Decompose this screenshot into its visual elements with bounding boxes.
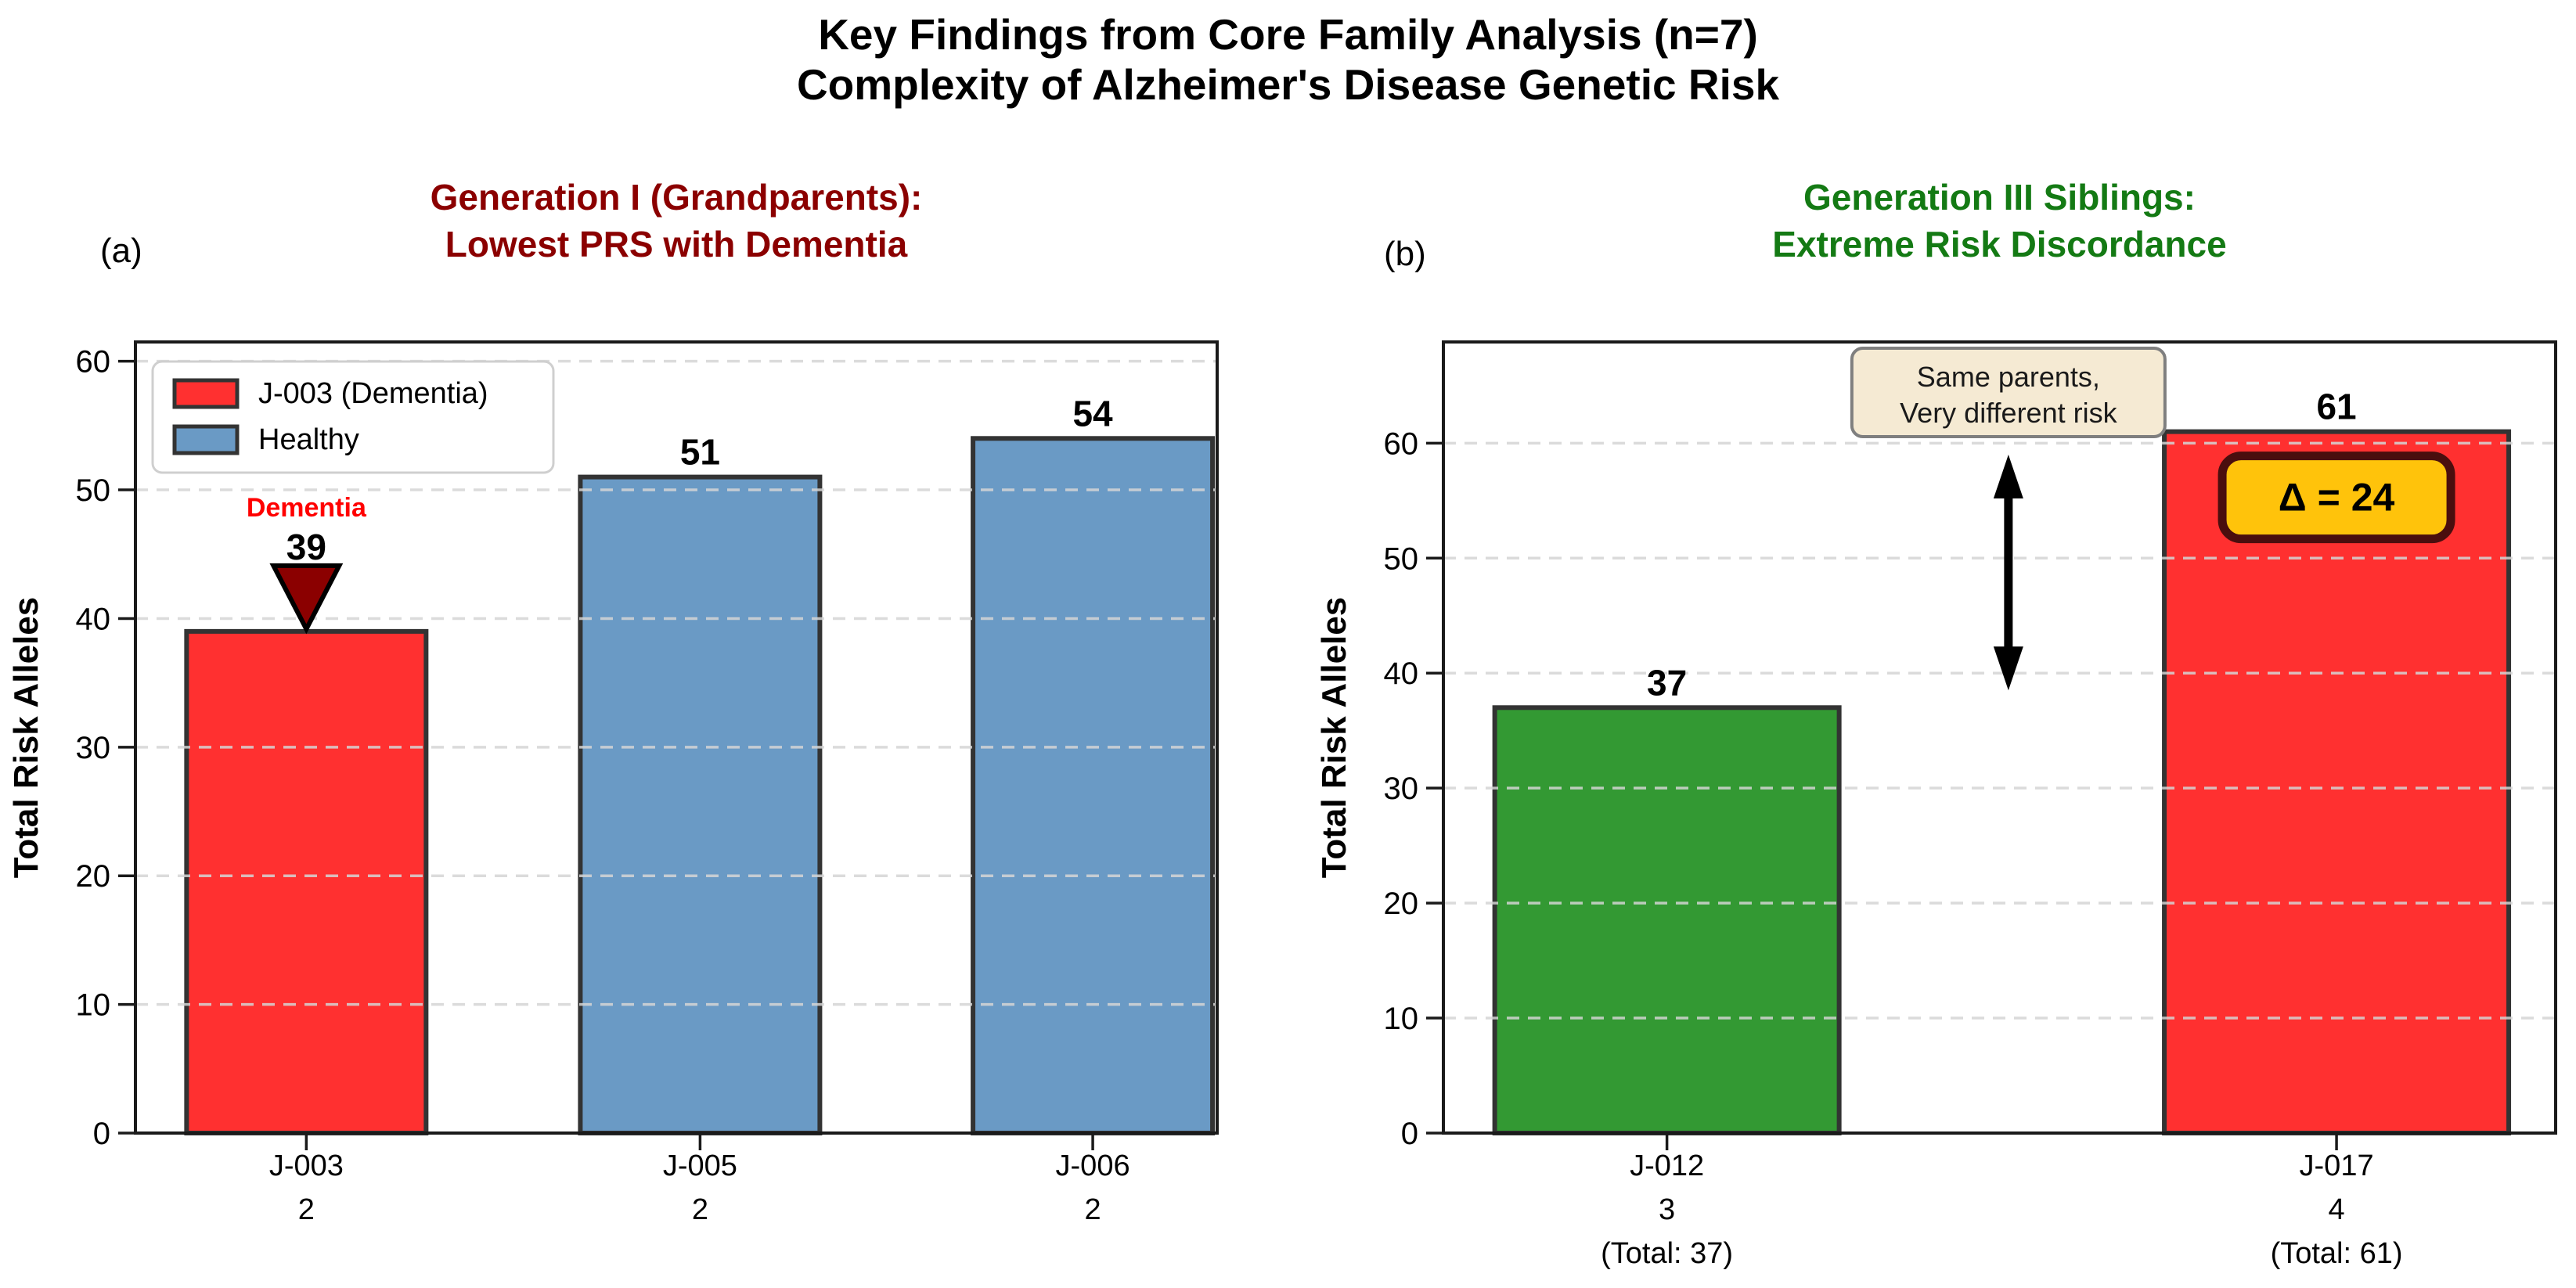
chart-panel-0: 0 10 20 30 40 50 60 J-003 2 J-005 2 J-006 2 Total Ris…	[7, 340, 1219, 1226]
subplot-title-b: Generation III Siblings: Extreme Risk Di…	[1443, 174, 2556, 268]
delta-box-text: Δ = 24	[2279, 476, 2395, 520]
bar-value-label-J-017: 61	[2316, 387, 2356, 427]
y-tick-label-60: 60	[76, 345, 111, 380]
x-tick-label-J-017-line0: J-017	[2300, 1149, 2374, 1182]
panel-label-a: (a)	[100, 232, 142, 270]
bar-J-012	[1492, 705, 1842, 1135]
bar-J-005	[578, 474, 823, 1135]
y-tick-label-30: 30	[1384, 772, 1419, 806]
x-tick-label-J-012-line2: (Total: 37)	[1601, 1237, 1733, 1270]
y-tick-label-30: 30	[76, 731, 111, 765]
x-tick-label-J-012-line0: J-012	[1630, 1149, 1704, 1182]
double-arrow-head-down-icon	[1993, 646, 2023, 691]
callout-box	[1850, 347, 2167, 438]
legend-label-1: Healthy	[258, 423, 359, 456]
figure-title: Key Findings from Core Family Analysis (…	[0, 9, 2576, 110]
bar-value-label-J-006: 54	[1072, 393, 1113, 434]
legend-swatch-1	[172, 424, 240, 455]
x-tick-label-J-005-line0: J-005	[663, 1149, 737, 1182]
legend-box	[151, 360, 555, 474]
dementia-arrow-down-icon	[269, 563, 344, 635]
bar-value-label-J-003: 39	[286, 527, 326, 567]
x-tick-label-J-006-line0: J-006	[1056, 1149, 1130, 1182]
subplot-title-b-line1: Generation III Siblings:	[1803, 177, 2196, 218]
y-tick-label-20: 20	[1384, 887, 1419, 921]
figure-title-line2: Complexity of Alzheimer's Disease Geneti…	[796, 60, 1780, 109]
y-axis-label: Total Risk Alleles	[1315, 597, 1353, 878]
legend-label-0: J-003 (Dementia)	[258, 377, 488, 410]
y-tick-label-20: 20	[76, 859, 111, 894]
subplot-title-a-line1: Generation I (Grandparents):	[430, 177, 923, 218]
y-tick-label-0: 0	[93, 1117, 110, 1151]
x-tick-label-J-017-line2: (Total: 61)	[2271, 1237, 2403, 1270]
panel-label-b: (b)	[1384, 235, 1426, 273]
delta-box	[2218, 452, 2455, 544]
x-tick-label-J-003-line1: 2	[298, 1193, 315, 1226]
y-tick-label-40: 40	[1384, 657, 1419, 691]
y-tick-label-10: 10	[1384, 1002, 1419, 1036]
callout-line-0: Same parents,	[1917, 361, 2100, 393]
legend-swatch-0	[172, 378, 240, 409]
y-tick-label-50: 50	[1384, 541, 1419, 576]
y-tick-label-40: 40	[76, 602, 111, 636]
x-tick-label-J-017-line1: 4	[2328, 1193, 2344, 1226]
y-tick-label-50: 50	[76, 473, 111, 508]
chart-panel-1: 0 10 20 30 40 50 60 J-012 3 (Total: 37) J-017 4 (Tot…	[1315, 340, 2557, 1270]
bar-J-017	[2162, 429, 2512, 1135]
axes-frame	[1442, 340, 2557, 1135]
double-arrow-head-up-icon	[1993, 455, 2023, 499]
y-tick-label-60: 60	[1384, 426, 1419, 461]
dementia-annotation-text: Dementia	[247, 493, 367, 523]
bar-J-006	[971, 436, 1216, 1135]
y-axis-label: Total Risk Alleles	[7, 597, 45, 878]
x-tick-label-J-005-line1: 2	[692, 1193, 708, 1226]
subplot-title-a-line2: Lowest PRS with Dementia	[445, 224, 908, 264]
bar-J-003	[184, 628, 429, 1135]
x-tick-label-J-012-line1: 3	[1659, 1193, 1675, 1226]
subplot-title-b-line2: Extreme Risk Discordance	[1772, 224, 2227, 264]
callout-line-1: Very different risk	[1900, 397, 2117, 429]
x-tick-label-J-006-line1: 2	[1084, 1193, 1101, 1226]
figure-title-line1: Key Findings from Core Family Analysis (…	[818, 10, 1758, 59]
bar-value-label-J-012: 37	[1647, 662, 1687, 703]
y-tick-label-10: 10	[76, 988, 111, 1023]
bar-value-label-J-005: 51	[680, 432, 720, 473]
axes-frame	[134, 340, 1219, 1135]
subplot-title-a: Generation I (Grandparents): Lowest PRS …	[135, 174, 1217, 268]
x-tick-label-J-003-line0: J-003	[269, 1149, 344, 1182]
y-tick-label-0: 0	[1401, 1117, 1418, 1151]
